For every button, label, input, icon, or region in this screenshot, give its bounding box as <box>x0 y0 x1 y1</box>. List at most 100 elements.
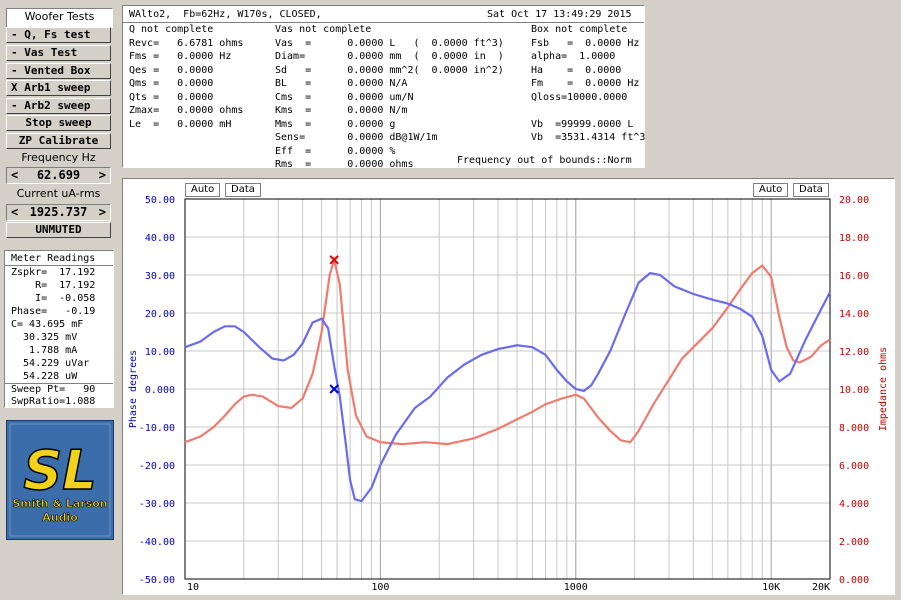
left-tick-label: 20.00 <box>145 309 175 320</box>
params-footer-status: Frequency out of bounds::Norm <box>457 155 632 166</box>
frequency-value: 62.699 <box>36 168 81 182</box>
meter-line-r: R= 17.192 <box>11 280 96 291</box>
logo-graphic: SL Smith & Larson Audio <box>9 423 111 537</box>
params-header-right: Sat Oct 17 13:49:29 2015 <box>487 9 632 20</box>
q-qts: Qts = 0.0000 <box>129 91 214 103</box>
q-revc: Revc= 6.6781 ohms <box>129 37 244 49</box>
box-blank <box>531 104 645 118</box>
frequency-stepper[interactable]: < 62.699 > <box>6 167 111 184</box>
params-header-separator <box>123 22 644 23</box>
right-axis-label: Impedance ohms <box>878 347 889 431</box>
arb1-sweep-button[interactable]: X Arb1 sweep <box>6 80 111 96</box>
left-tick-label: 0.000 <box>145 385 175 396</box>
right-tick-label: 18.00 <box>839 233 869 244</box>
frequency-decrement[interactable]: < <box>11 168 19 182</box>
current-label: Current uA-rms <box>16 187 101 200</box>
sidebar: Woofer Tests - Q, Fs test - Vas Test - V… <box>0 0 118 600</box>
left-axis-label: Phase degrees <box>128 350 139 428</box>
meter-line-ma: 1.788 mA <box>11 345 78 356</box>
frequency-increment[interactable]: > <box>98 168 106 182</box>
vas-sd: Sd = 0.0000 mm^2( 0.0000 in^2) <box>275 64 504 76</box>
vas-kms: Kms = 0.0000 N/m <box>275 105 408 116</box>
vas-cms: Cms = 0.0000 um/N <box>275 91 414 103</box>
zp-calibrate-button[interactable]: ZP Calibrate <box>6 133 111 149</box>
left-tick-label: 30.00 <box>145 271 175 282</box>
q-zmax: Zmax= 0.0000 ohms <box>129 105 244 116</box>
vas-bl: BL = 0.0000 N/A <box>275 78 408 89</box>
stop-sweep-button[interactable]: Stop sweep <box>6 115 111 131</box>
vas-rms: Rms = 0.0000 ohms <box>275 159 414 170</box>
meter-line-sweep-pt: Sweep Pt= 90 <box>11 384 96 395</box>
left-tick-label: 40.00 <box>145 233 175 244</box>
meter-separator-2 <box>5 383 113 384</box>
right-data-button[interactable]: Data <box>793 183 829 197</box>
x-axis-ticks: 10 100 1000 10K 20K <box>187 582 830 593</box>
current-increment[interactable]: > <box>98 205 106 219</box>
box-vb-ft3: Vb =3531.4314 ft^3 <box>531 132 646 143</box>
meter-line-phase: Phase= -0.19 <box>11 306 96 317</box>
chart-markers <box>329 255 339 394</box>
left-tick-label: -50.00 <box>139 575 175 586</box>
frequency-label: Frequency Hz <box>21 151 96 164</box>
right-tick-label: 20.00 <box>839 195 869 206</box>
vas-diam: Diam= 0.0000 mm ( 0.0000 in ) <box>275 51 504 62</box>
logo-letters: SL <box>23 439 96 502</box>
right-tick-label: 8.000 <box>839 423 869 434</box>
left-data-button[interactable]: Data <box>225 183 261 197</box>
vas-status: Vas not complete <box>275 24 372 35</box>
x-tick-label: 1000 <box>564 582 588 593</box>
current-decrement[interactable]: < <box>11 205 19 219</box>
q-fms: Fms = 0.0000 Hz <box>129 51 232 62</box>
impedance-series-line <box>184 255 831 446</box>
right-auto-button[interactable]: Auto <box>753 183 789 197</box>
meter-readings-panel: Meter Readings Zspkr= 17.192 R= 17.192 I… <box>4 250 114 408</box>
blue-cursor-marker <box>329 384 339 394</box>
company-logo: SL Smith & Larson Audio <box>6 420 114 540</box>
phase-series-line <box>184 271 831 503</box>
vas-vas: Vas = 0.0000 L ( 0.0000 ft^3) <box>275 37 504 49</box>
logo-line1: Smith & Larson <box>12 497 107 510</box>
meter-line-swp-ratio: SwpRatio=1.088 <box>11 396 96 407</box>
meter-title: Meter Readings <box>11 253 96 264</box>
left-tick-label: -10.00 <box>139 423 175 434</box>
left-auto-button[interactable]: Auto <box>185 183 221 197</box>
mute-button[interactable]: UNMUTED <box>6 222 111 238</box>
current-stepper[interactable]: < 1925.737 > <box>6 204 111 221</box>
q-fs-test-button[interactable]: - Q, Fs test <box>6 27 111 43</box>
logo-line2: Audio <box>42 511 78 524</box>
box-vb-l: Vb =99999.0000 L <box>531 118 634 130</box>
params-header-left: WAlto2, Fb=62Hz, W170s, CLOSED, <box>129 9 322 20</box>
right-tick-label: 16.00 <box>839 271 869 282</box>
x-tick-label: 10 <box>187 582 199 593</box>
vas-mms: Mms = 0.0000 g <box>275 118 396 130</box>
right-tick-label: 12.00 <box>839 347 869 358</box>
box-qloss: Qloss=10000.0000 <box>531 91 628 103</box>
box-status: Box not complete <box>531 24 628 35</box>
parameters-panel: WAlto2, Fb=62Hz, W170s, CLOSED, Sat Oct … <box>122 5 646 170</box>
chart-panel: 50.00 40.00 30.00 20.00 10.00 0.000 -10.00 -20.… <box>122 178 895 595</box>
meter-line-mv: 30.325 mV <box>11 332 78 343</box>
vas-test-button[interactable]: - Vas Test <box>6 45 111 61</box>
sidebar-title: Woofer Tests <box>6 8 113 28</box>
vented-box-button[interactable]: - Vented Box <box>6 63 111 79</box>
params-col-vas: Vas not complete Vas = 0.0000 L ( 0.0000… <box>275 23 504 172</box>
x-tick-label: 10K <box>762 582 780 593</box>
plot-frame <box>184 198 831 580</box>
vas-sens: Sens= 0.0000 dB@1W/1m <box>275 132 438 143</box>
red-cursor-marker <box>329 255 339 265</box>
right-tick-label: 14.00 <box>839 309 869 320</box>
left-axis-ticks: 50.00 40.00 30.00 20.00 10.00 0.000 -10.00 -20.… <box>139 195 175 586</box>
x-tick-label: 100 <box>371 582 389 593</box>
params-col-q: Q not complete Revc= 6.6781 ohms Fms = 0… <box>129 23 243 131</box>
right-tick-label: 6.000 <box>839 461 869 472</box>
arb2-sweep-button[interactable]: - Arb2 sweep <box>6 98 111 114</box>
left-tick-label: 50.00 <box>145 195 175 206</box>
right-axis-ticks: 20.00 18.00 16.00 14.00 12.00 10.00 8.000 6.000… <box>839 195 869 586</box>
right-tick-label: 10.00 <box>839 385 869 396</box>
left-tick-label: -40.00 <box>139 537 175 548</box>
right-tick-label: 0.000 <box>839 575 869 586</box>
left-tick-label: -20.00 <box>139 461 175 472</box>
box-alpha: alpha= 1.0000 <box>531 51 616 62</box>
box-fsb: Fsb = 0.0000 Hz <box>531 37 640 49</box>
chart-grid <box>185 198 831 580</box>
